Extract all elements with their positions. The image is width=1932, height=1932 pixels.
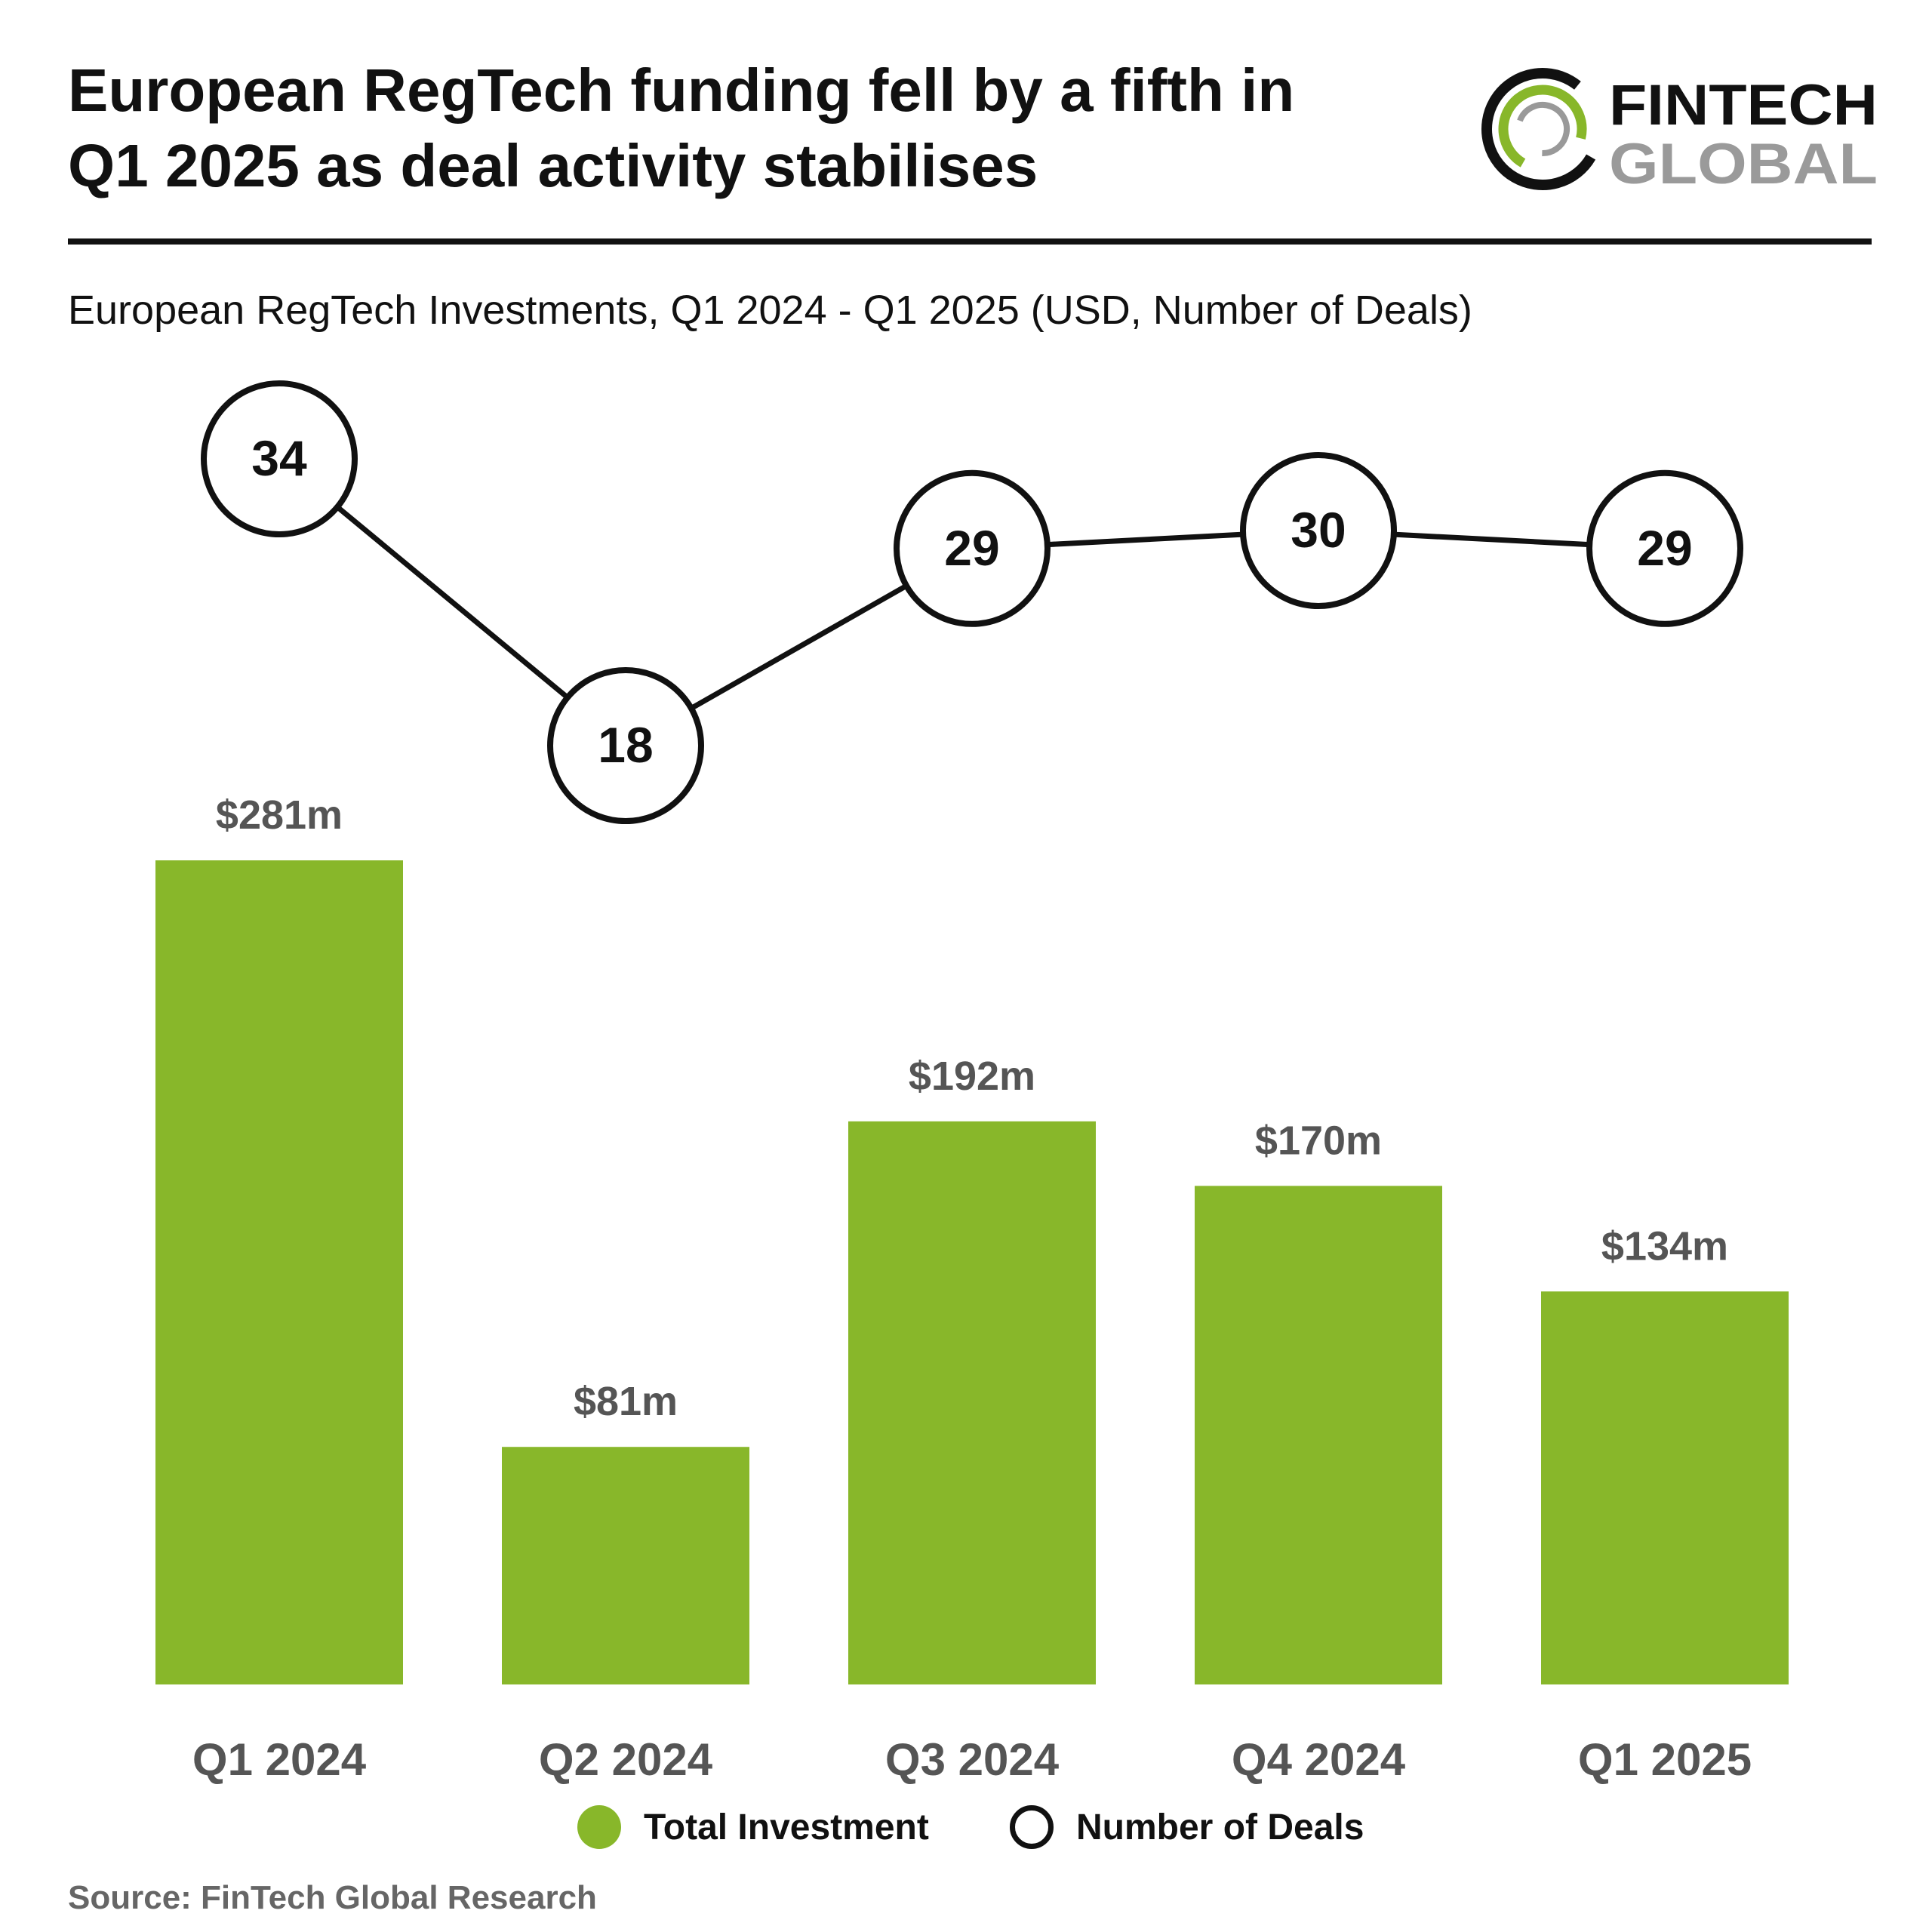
bar-1: [502, 1447, 749, 1684]
logo-ring-middle: [1498, 85, 1587, 174]
legend: Total Investment Number of Deals: [0, 1805, 1932, 1866]
deals-line-segment-0: [335, 505, 570, 700]
chart-subtitle: European RegTech Investments, Q1 2024 - …: [68, 288, 1472, 333]
deals-line-layer: [335, 505, 1590, 711]
deals-value-label-3: 30: [1291, 502, 1346, 558]
bar-value-label-2: $192m: [909, 1054, 1035, 1099]
legend-label-deals: Number of Deals: [1076, 1807, 1364, 1847]
deals-marker-2: [894, 469, 1051, 627]
deals-value-label-2: 29: [944, 520, 999, 576]
deals-markers-layer: 34 18 29 30 29: [201, 380, 1743, 824]
deals-line-segment-3: [1393, 531, 1590, 548]
bar-value-label-3: $170m: [1255, 1118, 1382, 1163]
fintech-global-logo: FINTECH GLOBAL: [1481, 68, 1878, 196]
x-tick-label-0: Q1 2024: [192, 1734, 367, 1785]
deals-value-label-1: 18: [598, 717, 653, 773]
x-axis-ticks: Q1 2024 Q2 2024 Q3 2024 Q4 2024 Q1 2025: [192, 1734, 1752, 1785]
deals-marker-0: [201, 380, 358, 537]
legend-label-investment: Total Investment: [644, 1807, 929, 1847]
deals-value-label-4: 29: [1637, 520, 1692, 576]
legend-swatch-deals: [1010, 1805, 1054, 1849]
bars-layer: $281m $81m $192m $170m $134m: [155, 792, 1789, 1684]
logo-word-fintech: FINTECH: [1609, 73, 1878, 137]
logo-word-global: GLOBAL: [1609, 132, 1878, 196]
deals-marker-4: [1586, 469, 1743, 627]
deals-line-segment-2: [1047, 531, 1244, 548]
bar-value-label-4: $134m: [1601, 1223, 1728, 1269]
legend-swatch-investment: [577, 1805, 621, 1849]
header-divider: [68, 238, 1872, 245]
x-tick-label-4: Q1 2025: [1578, 1734, 1752, 1785]
x-tick-label-3: Q4 2024: [1232, 1734, 1406, 1785]
source-note: Source: FinTech Global Research: [68, 1879, 597, 1916]
x-tick-label-1: Q2 2024: [539, 1734, 713, 1785]
bar-3: [1195, 1186, 1442, 1684]
legend-item-investment: Total Investment: [577, 1805, 929, 1849]
bar-value-label-1: $81m: [574, 1379, 678, 1424]
deals-marker-1: [547, 667, 704, 824]
deals-value-label-0: 34: [251, 430, 307, 486]
chart-canvas: $281m $81m $192m $170m $134m 34 18 29 30 29 Q1 2…: [155, 380, 1789, 1785]
bar-0: [155, 860, 403, 1684]
bar-4: [1541, 1291, 1789, 1684]
legend-item-deals: Number of Deals: [1010, 1805, 1364, 1849]
x-tick-label-2: Q3 2024: [885, 1734, 1060, 1785]
logo-ring-inner: [1515, 102, 1570, 156]
deals-marker-3: [1240, 452, 1397, 609]
headline-line-1: European RegTech funding fell by a fifth…: [68, 57, 1295, 124]
bar-value-label-0: $281m: [216, 792, 343, 838]
deals-line-segment-1: [690, 583, 908, 711]
headline-line-2: Q1 2025 as deal activity stabilises: [68, 132, 1038, 199]
headline: European RegTech funding fell by a fifth…: [68, 53, 1426, 204]
bar-2: [848, 1121, 1096, 1684]
